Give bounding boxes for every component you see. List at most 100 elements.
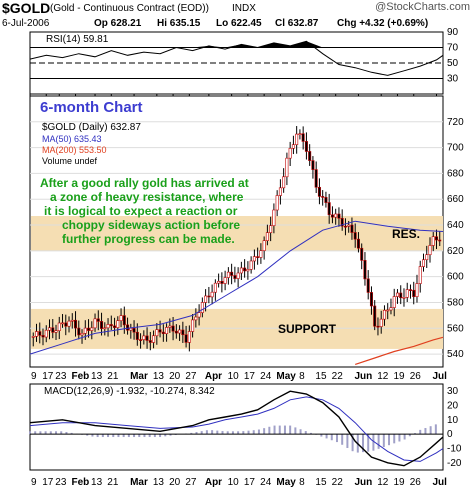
candle-body [191,319,195,332]
header-date: 6-Jul-2006 [2,18,50,29]
macd-xtick-22: 22 [332,477,344,488]
candle-body [259,250,263,258]
price-ytick-620: 620 [447,246,464,257]
candle-body [321,196,325,198]
candle-body [360,247,364,261]
x-axis-layer: 9917172323FebFeb13132121MarMar1313202027… [29,94,447,488]
candle-body [233,275,237,279]
candle-body [330,214,334,218]
macd-xtick-24: 24 [260,477,272,488]
candle-body [239,267,243,274]
zone-label-support: SUPPORT [278,322,337,336]
price-xtick-24: 24 [260,371,272,382]
candle-body [402,297,406,299]
macd-histogram-bar [65,431,68,435]
candle-body [57,322,61,331]
candle-body [425,254,429,261]
macd-histogram-bar [294,427,297,435]
macd-histogram-bar [257,429,260,435]
header-op: Op 628.21 [94,18,142,29]
price-ytick-720: 720 [447,117,464,128]
candle-body [243,267,247,272]
macd-histogram-bar [205,430,208,435]
price-xtick-12: 12 [377,371,389,382]
macd-xtick-27: 27 [185,477,197,488]
price-legend-ma200: MA(200) 553.50 [42,145,107,155]
candle-body [282,176,286,189]
candle-body [158,329,162,333]
macd-histogram-bar [429,426,432,435]
price-xtick-23: 23 [55,371,67,382]
candle-body [382,309,386,320]
candle-body [285,157,289,178]
candle-body [230,271,234,276]
candle-body [327,202,331,216]
macd-histogram-bar [237,431,240,435]
price-xtick-19: 19 [393,371,405,382]
candle-body [317,186,321,197]
candle-body [103,327,107,330]
macd-legend: MACD(12,26,9) -1.932, -10.274, 8.342 [44,386,215,397]
candle-body [220,280,224,284]
candle-body [155,329,159,337]
macd-histogram-bar [289,425,292,435]
candle-body [70,319,74,322]
macd-xtick-9: 9 [31,477,37,488]
candle-body [217,280,221,284]
annotation-line-3: it is logical to expect a reaction or [44,204,238,218]
candle-body [275,195,279,211]
price-xtick-20: 20 [169,371,181,382]
price-xtick-15: 15 [315,371,327,382]
candle-body [31,336,35,338]
candle-body [389,307,393,311]
macd-histogram-bar [273,425,276,435]
candle-body [408,289,412,291]
macd-xtick-Apr: Apr [205,477,222,488]
price-xtick-21: 21 [107,371,119,382]
macd-histogram-bar [424,428,427,435]
candle-body [100,321,104,329]
macd-histogram-bar [414,433,417,435]
price-xtick-26: 26 [410,371,422,382]
macd-histogram-bar [159,434,162,438]
candle-body [434,236,438,241]
price-ytick-700: 700 [447,143,464,154]
price-xtick-27: 27 [185,371,197,382]
candle-body [343,225,347,228]
header-symbol: $GOLD [2,0,51,16]
candle-body [269,225,273,233]
macd-ytick-0: 0 [447,429,453,440]
macd-histogram-bar [341,434,344,445]
candle-body [304,141,308,152]
candle-body [96,318,100,322]
candle-body [54,330,58,333]
candle-body [353,232,357,240]
macd-histogram-bar [367,434,370,452]
candle-body [265,232,269,241]
candle-body [48,327,52,331]
annotation-line-4: choppy sideways action before [62,218,240,232]
candle-body [262,240,266,251]
candle-body [165,327,169,334]
candle-body [135,331,139,340]
rsi-legend: RSI(14) 59.81 [46,34,109,45]
macd-histogram-bar [393,434,396,444]
candle-body [93,318,97,329]
macd-histogram-bar [221,431,224,435]
candle-body [187,331,191,343]
macd-xtick-Jul: Jul [432,477,447,488]
macd-histogram-bar [388,434,391,446]
macd-histogram-bar [278,425,281,435]
candle-body [61,322,65,325]
candle-body [340,218,344,227]
candle-body [207,295,211,298]
macd-histogram-bar [335,434,338,443]
macd-histogram-bar [304,431,307,435]
candle-body [308,151,312,161]
macd-xtick-19: 19 [393,477,405,488]
price-xtick-8: 8 [299,371,305,382]
price-legend-ma50: MA(50) 635.43 [42,134,102,144]
header-cl: Cl 632.87 [275,18,319,29]
candle-body [83,327,87,334]
candle-body [246,269,250,272]
